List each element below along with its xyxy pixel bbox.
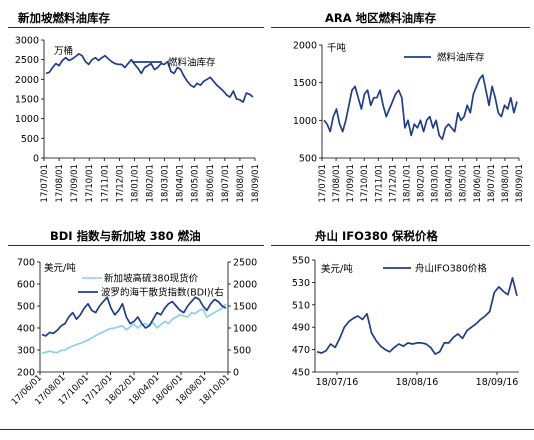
unit-label: 万桶 [54, 45, 73, 57]
panel-title: ARA 地区燃料油库存 [325, 11, 437, 25]
x-tick-label: 17/10/01 [360, 164, 370, 203]
x-tick-label: 18/08/01 [501, 164, 511, 203]
legend-label: 燃料油库存 [168, 57, 216, 69]
panel-bdi-vs-sg380: BDI 指数与新加坡 380 燃油 200 300 400 500 600 700 0 500… [0, 220, 267, 430]
y-tick-label: 450 [292, 368, 310, 379]
x-tick-label: 18/02/01 [146, 164, 156, 203]
x-tick-label: 18/07/01 [221, 164, 231, 203]
y-tick-label: 500 [17, 302, 35, 313]
x-tick-label: 18/08/16 [396, 377, 439, 388]
series-line [323, 74, 518, 141]
x-tick-label: 18/01/01 [402, 164, 412, 203]
x-tick-label: 17/12/01 [388, 164, 398, 203]
x-tick-label: 18/09/01 [251, 164, 261, 203]
y-tick-label: 550 [292, 256, 310, 267]
y-tick-label: 700 [17, 258, 35, 269]
series-line [316, 277, 518, 355]
y-tick-label: 2000 [293, 41, 317, 52]
y-tick-label: 1500 [15, 95, 39, 106]
x-tick-label: 17/08/01 [55, 164, 65, 203]
x-tick-label: 18/02/01 [417, 164, 427, 203]
x-tick-label: 18/01/01 [130, 164, 140, 203]
chart-bdi-vs-sg380: 2003004005006007000500100015002000250017… [10, 258, 257, 408]
y-tick-label: 2000 [15, 75, 39, 86]
y2-tick-label: 1500 [233, 302, 257, 313]
legend-label-bdi: 波罗的海干散货指数(BDI)(右 [101, 287, 224, 299]
unit-label: 千吨 [327, 42, 347, 54]
y-tick-label: 470 [292, 345, 310, 356]
unit-label: 美元/吨 [44, 262, 76, 274]
y-tick-label: 500 [21, 134, 39, 145]
x-tick-label: 17/11/01 [374, 164, 384, 203]
x-tick-label: 18/03/01 [161, 164, 171, 203]
y-tick-label: 400 [17, 324, 35, 335]
y-tick-label: 490 [292, 323, 310, 334]
y-tick-label: 0 [33, 154, 39, 165]
x-tick-label: 18/04/01 [445, 164, 455, 203]
x-tick-label: 17/07/01 [318, 164, 328, 203]
title-divider [271, 27, 530, 28]
chart-singapore-fuel-inventory: 0 500 1000 1500 2000 2500 3000 17/07/01 17/08/01… [15, 36, 261, 203]
title-divider [8, 245, 264, 246]
panel-title: 舟山 IFO380 保税价格 [315, 229, 438, 243]
x-tick-label: 17/07/01 [40, 164, 50, 203]
x-tick-label: 18/05/01 [459, 164, 469, 203]
x-tick-label: 17/08/01 [332, 164, 342, 203]
legend-label: 燃料油库存 [437, 52, 485, 64]
x-tick-label: 18/06/01 [206, 164, 216, 203]
page-bottom-rule [0, 429, 534, 430]
y-tick-label: 3000 [15, 36, 39, 47]
x-tick-label: 18/09/16 [476, 377, 519, 388]
chart-ara-fuel-inventory: 500 1000 1500 2000 17/07/01 17/08/01 17/09/01 1… [293, 41, 525, 203]
x-tick-label: 18/07/01 [487, 164, 497, 203]
legend-label-sg380: 新加坡高硫380现货价 [104, 273, 199, 285]
x-tick-label: 18/06/01 [473, 164, 483, 203]
y2-tick-label: 2500 [233, 258, 257, 269]
y2-tick-label: 2000 [233, 280, 257, 291]
x-tick-label: 17/09/01 [70, 164, 80, 203]
x-tick-label: 18/09/01 [515, 164, 525, 203]
y2-tick-label: 500 [233, 346, 251, 357]
series-line [45, 52, 254, 103]
title-divider [8, 27, 264, 28]
x-tick-label: 18/03/01 [431, 164, 441, 203]
x-tick-label: 18/05/01 [191, 164, 201, 203]
x-tick-label: 17/12/01 [115, 164, 125, 203]
unit-label: 美元/吨 [321, 263, 353, 275]
series-line [41, 296, 227, 337]
x-tick-label: 17/11/01 [100, 164, 110, 203]
y-tick-label: 510 [292, 300, 310, 311]
x-tick-label: 18/07/16 [316, 377, 359, 388]
x-tick-label: 18/08/01 [236, 164, 246, 203]
chart-zhoushan-ifo380: 450 470 490 510 530 550 18/07/16 18/08/16 18/09/… [292, 256, 519, 388]
y-tick-label: 200 [17, 368, 35, 379]
x-tick-label: 17/10/01 [85, 164, 95, 203]
y-tick-label: 1000 [15, 114, 39, 125]
y2-tick-label: 1000 [233, 324, 257, 335]
panel-singapore-fuel-inventory: 新加坡燃料油库存 0 500 1000 1500 2000 2500 3000 17/07/0… [0, 0, 267, 210]
y-tick-label: 600 [17, 280, 35, 291]
title-divider [271, 245, 530, 246]
y-tick-label: 1000 [293, 116, 317, 127]
y-tick-label: 530 [292, 278, 310, 289]
y-tick-label: 300 [17, 346, 35, 357]
x-tick-label: 18/04/01 [176, 164, 186, 203]
y-tick-label: 2500 [15, 55, 39, 66]
panel-zhoushan-ifo380: 舟山 IFO380 保税价格 450 470 490 510 530 550 18/07/1… [267, 220, 534, 430]
y-tick-label: 1500 [293, 78, 317, 89]
panel-title: 新加坡燃料油库存 [18, 11, 110, 25]
legend-label: 舟山IFO380价格 [415, 263, 487, 275]
panel-title: BDI 指数与新加坡 380 燃油 [50, 229, 201, 243]
y-tick-label: 500 [299, 154, 317, 165]
series-line-sg380 [41, 303, 227, 355]
x-tick-label: 17/09/01 [346, 164, 356, 203]
panel-ara-fuel-inventory: ARA 地区燃料油库存 500 1000 1500 2000 17/07/01 17/08… [267, 0, 534, 210]
y2-tick-label: 0 [233, 368, 239, 379]
